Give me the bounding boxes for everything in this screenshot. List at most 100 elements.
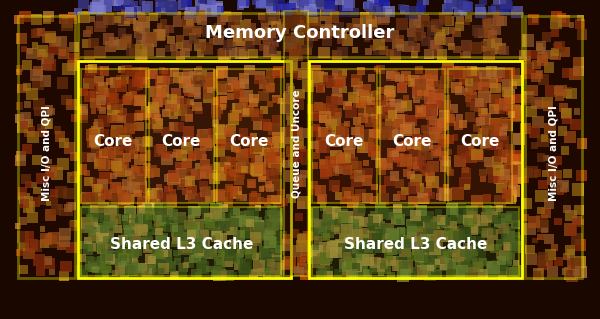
Point <box>294 142 304 147</box>
Point <box>287 128 296 133</box>
Point <box>133 79 143 84</box>
Point <box>239 167 249 172</box>
Point <box>416 253 425 258</box>
Point <box>307 15 317 20</box>
Point <box>137 145 146 151</box>
Point <box>320 258 329 263</box>
Point <box>226 134 236 139</box>
Point <box>416 192 425 197</box>
Point <box>265 156 275 161</box>
Point <box>418 196 428 201</box>
Point <box>327 122 337 127</box>
Point <box>200 154 209 160</box>
Point <box>151 197 161 202</box>
Point <box>257 187 266 192</box>
Point <box>316 86 326 91</box>
Point <box>182 0 191 5</box>
Point <box>370 149 379 154</box>
Point <box>364 246 373 251</box>
Point <box>190 225 199 230</box>
Point <box>242 93 251 99</box>
Point <box>416 108 425 114</box>
Point <box>508 82 518 87</box>
Point <box>420 145 430 150</box>
Point <box>236 165 246 170</box>
Point <box>506 146 515 151</box>
Point <box>415 68 424 73</box>
Point <box>334 167 344 173</box>
Point <box>266 155 276 160</box>
Point <box>550 52 559 57</box>
Point <box>368 148 378 153</box>
Point <box>468 150 478 155</box>
Point <box>264 232 274 237</box>
Point <box>488 232 497 237</box>
Point <box>338 125 348 130</box>
Point <box>330 213 340 218</box>
Point <box>215 127 224 132</box>
Point <box>151 228 161 234</box>
Point <box>136 12 145 17</box>
Point <box>299 151 309 156</box>
Point <box>153 115 163 120</box>
Point <box>206 129 216 134</box>
Point <box>410 19 419 24</box>
Point <box>360 95 370 100</box>
Point <box>490 142 500 147</box>
Point <box>182 43 192 48</box>
Point <box>461 171 471 176</box>
Point <box>445 39 455 44</box>
Point <box>152 265 162 270</box>
Point <box>236 134 245 139</box>
Point <box>151 89 160 94</box>
Point <box>251 38 261 43</box>
Point <box>249 271 259 277</box>
Point <box>302 248 311 253</box>
Point <box>142 36 152 41</box>
Point <box>86 244 95 249</box>
Point <box>253 154 262 159</box>
Point <box>554 177 563 182</box>
Point <box>332 89 342 94</box>
Point <box>266 196 275 201</box>
Point <box>402 103 412 108</box>
Point <box>82 41 91 46</box>
Point <box>463 5 473 10</box>
Point <box>81 195 91 200</box>
Point <box>154 212 163 217</box>
Point <box>197 263 206 268</box>
Point <box>550 164 560 169</box>
Point <box>392 195 401 200</box>
Point <box>137 53 146 58</box>
Point <box>212 106 222 111</box>
Point <box>412 137 422 142</box>
Point <box>563 91 572 96</box>
Point <box>166 103 176 108</box>
Point <box>338 71 347 76</box>
Point <box>20 14 29 19</box>
Point <box>179 265 188 270</box>
Point <box>230 146 239 151</box>
Point <box>117 130 127 136</box>
Point <box>184 28 194 33</box>
Point <box>401 272 410 277</box>
Point <box>142 246 152 251</box>
Point <box>320 226 330 232</box>
Point <box>161 73 171 78</box>
Point <box>527 109 536 114</box>
Point <box>413 213 423 218</box>
Point <box>431 240 441 245</box>
Point <box>437 121 446 126</box>
Point <box>371 153 380 158</box>
Point <box>410 52 419 57</box>
Point <box>190 8 199 13</box>
Point <box>100 218 110 223</box>
Point <box>300 273 310 278</box>
Point <box>117 261 127 266</box>
Point <box>413 164 422 169</box>
Point <box>430 246 440 251</box>
Point <box>311 114 321 119</box>
Point <box>161 252 171 257</box>
Point <box>353 131 363 136</box>
Point <box>461 70 471 75</box>
